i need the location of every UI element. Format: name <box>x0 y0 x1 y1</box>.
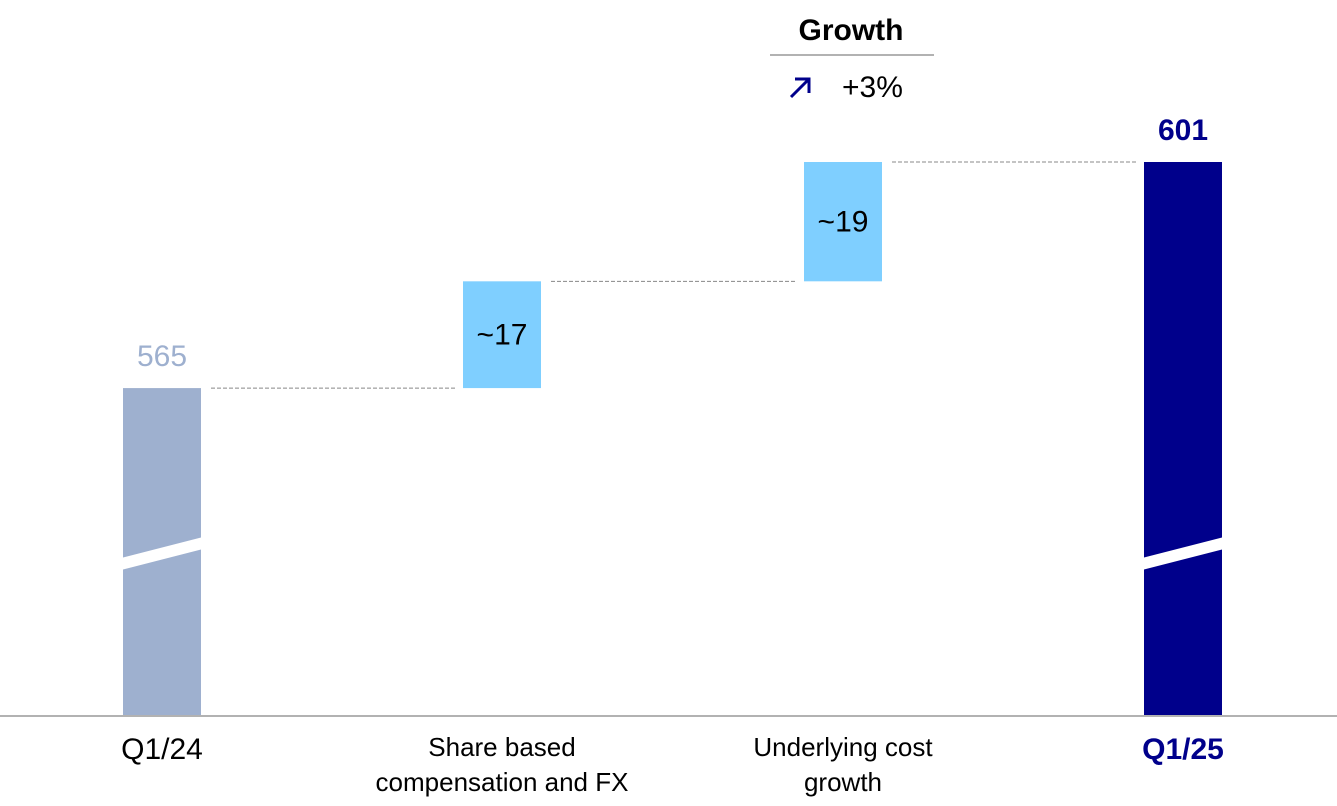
axis-break <box>121 537 203 570</box>
bar <box>804 162 882 282</box>
value-label: 601 <box>1158 114 1208 147</box>
value-label: ~19 <box>818 206 869 239</box>
bar <box>463 281 541 389</box>
category-label: Share based compensation and FX <box>375 732 629 797</box>
category-label: Underlying cost growth <box>753 732 933 797</box>
category-label: Q1/24 <box>121 733 203 766</box>
growth-arrow <box>789 77 811 99</box>
value-label: 565 <box>137 340 187 373</box>
axis-break <box>1142 537 1224 570</box>
bar <box>1144 162 1222 715</box>
growth-title: Growth <box>799 14 904 47</box>
growth-value: +3% <box>842 71 903 104</box>
value-label: ~17 <box>477 319 528 352</box>
category-label: Q1/25 <box>1142 733 1224 766</box>
